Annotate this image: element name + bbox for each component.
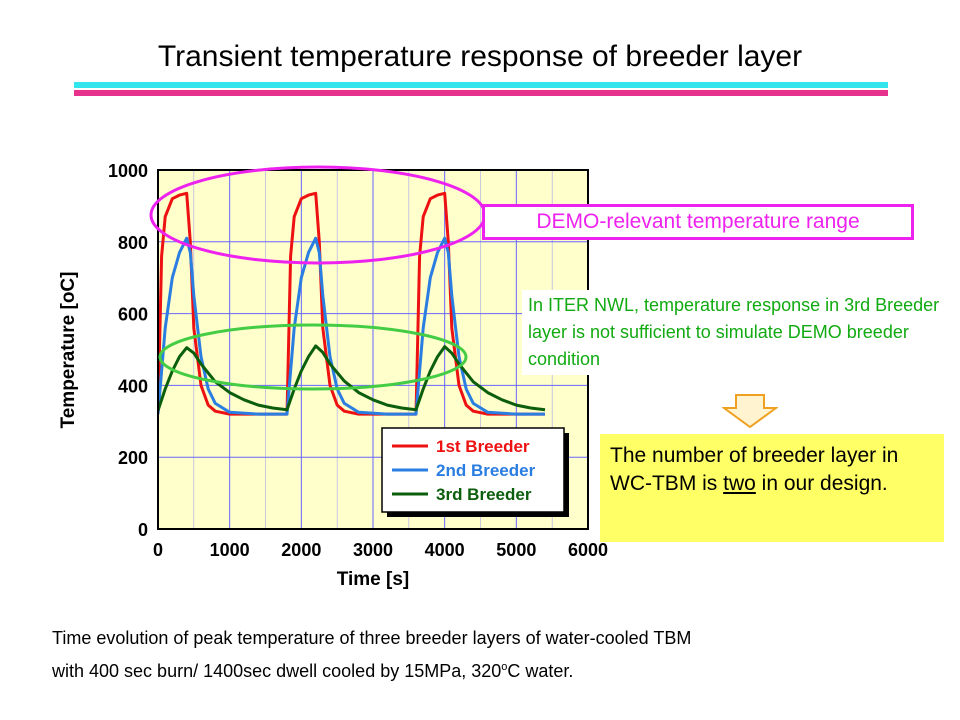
series-line xyxy=(158,236,545,416)
x-tick-label: 4000 xyxy=(425,540,465,560)
caption-degree-sup: o xyxy=(501,661,508,673)
figure-caption: Time evolution of peak temperature of th… xyxy=(52,624,932,686)
conclusion-box: The number of breeder layer in WC-TBM is… xyxy=(600,434,944,542)
conclusion-emphasis: two xyxy=(723,472,756,495)
caption-line-1: Time evolution of peak temperature of th… xyxy=(52,628,692,648)
iter-note: In ITER NWL, temperature response in 3rd… xyxy=(522,290,960,375)
y-tick-label: 600 xyxy=(118,305,148,325)
caption-line-2-unit: C water. xyxy=(507,661,574,681)
x-tick-label: 5000 xyxy=(496,540,536,560)
conclusion-text-1: The number of breeder layer in WC-TBM is xyxy=(610,444,899,495)
down-arrow-icon xyxy=(722,394,778,428)
x-axis-label: Time [s] xyxy=(337,569,410,590)
series-lines xyxy=(158,191,546,416)
x-tick-label: 2000 xyxy=(281,540,321,560)
conclusion-text-2: in our design. xyxy=(755,472,888,495)
x-tick-labels: 0 1000 2000 3000 4000 5000 6000 xyxy=(153,540,608,560)
legend-label: 1st Breeder xyxy=(436,437,530,456)
y-tick-label: 1000 xyxy=(108,161,148,181)
title-rule-pink xyxy=(74,90,888,96)
x-tick-label: 3000 xyxy=(353,540,393,560)
series-line xyxy=(158,344,546,412)
legend-label: 3rd Breeder xyxy=(436,485,532,504)
legend-label: 2nd Breeder xyxy=(436,461,536,480)
x-tick-label: 6000 xyxy=(568,540,608,560)
x-tick-label: 0 xyxy=(153,540,163,560)
demo-range-callout: DEMO-relevant temperature range xyxy=(482,204,914,240)
legend: 1st Breeder 2nd Breeder 3rd Breeder xyxy=(381,427,569,517)
x-tick-label: 1000 xyxy=(210,540,250,560)
page-title: Transient temperature response of breede… xyxy=(157,40,803,73)
y-tick-label: 400 xyxy=(118,376,148,396)
caption-line-2-text: with 400 sec burn/ 1400sec dwell cooled … xyxy=(52,661,502,681)
y-tick-label: 0 xyxy=(138,520,148,540)
caption-line-2: with 400 sec burn/ 1400sec dwell cooled … xyxy=(52,653,932,686)
y-tick-label: 200 xyxy=(118,448,148,468)
y-axis-label: Temperature [oC] xyxy=(58,272,79,429)
third-breeder-ellipse xyxy=(158,323,468,391)
y-tick-label: 800 xyxy=(118,233,148,253)
y-tick-labels: 0 200 400 600 800 1000 xyxy=(108,161,148,540)
title-rule-cyan xyxy=(74,82,888,88)
